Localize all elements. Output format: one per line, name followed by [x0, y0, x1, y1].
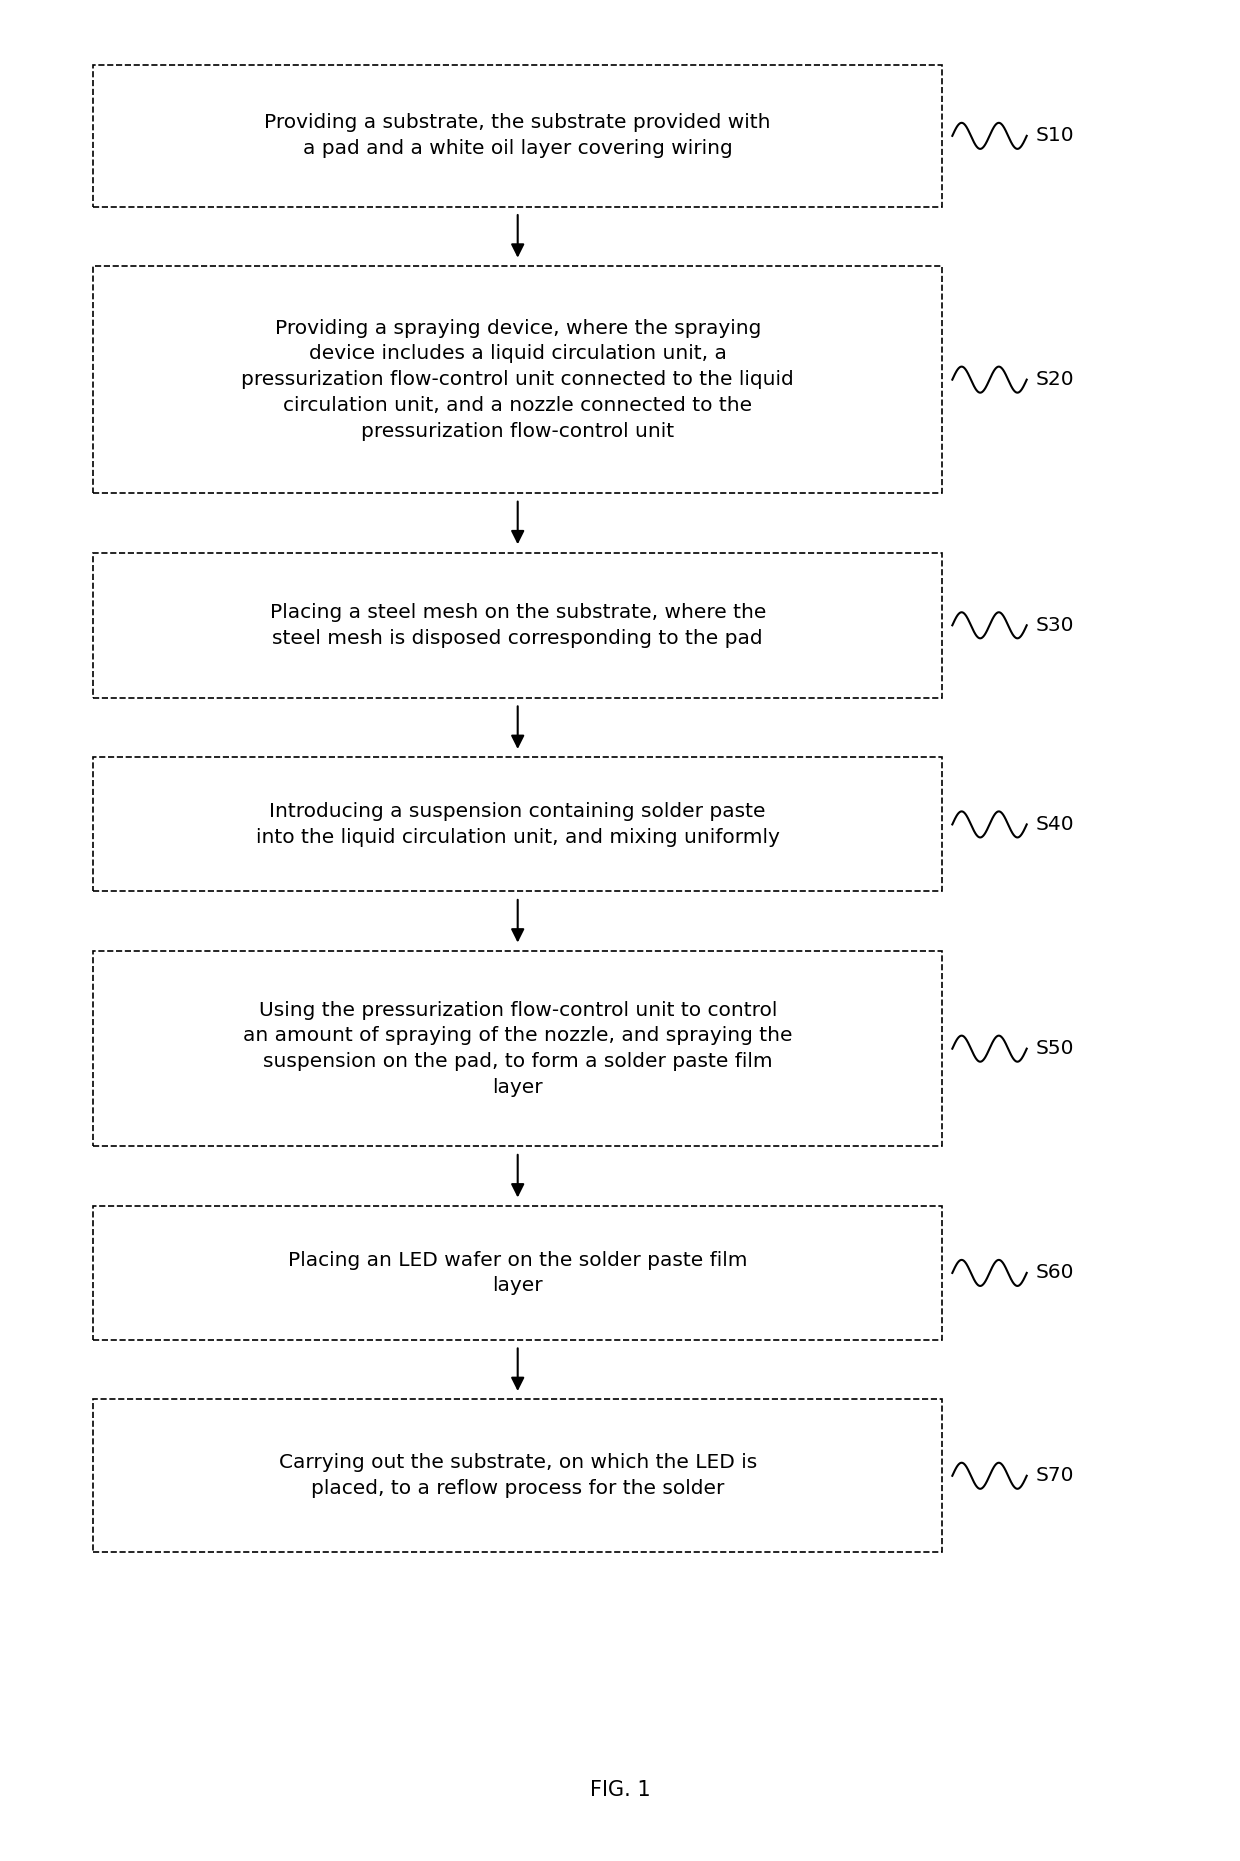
Text: Placing a steel mesh on the substrate, where the
steel mesh is disposed correspo: Placing a steel mesh on the substrate, w…	[269, 603, 766, 648]
Text: S70: S70	[1035, 1466, 1074, 1485]
Bar	[93, 65, 942, 207]
Text: S10: S10	[1035, 127, 1074, 145]
Text: Providing a spraying device, where the spraying
device includes a liquid circula: Providing a spraying device, where the s…	[242, 318, 794, 441]
Bar	[93, 951, 942, 1146]
Text: Carrying out the substrate, on which the LED is
placed, to a reflow process for : Carrying out the substrate, on which the…	[279, 1453, 756, 1498]
Bar	[93, 266, 942, 493]
Text: S40: S40	[1035, 815, 1074, 834]
Bar	[93, 553, 942, 698]
Bar	[93, 1206, 942, 1340]
Text: S50: S50	[1035, 1038, 1074, 1059]
Text: Introducing a suspension containing solder paste
into the liquid circulation uni: Introducing a suspension containing sold…	[255, 802, 780, 847]
Bar	[93, 1399, 942, 1552]
Text: S30: S30	[1035, 616, 1074, 635]
Bar	[93, 757, 942, 891]
Text: Providing a substrate, the substrate provided with
a pad and a white oil layer c: Providing a substrate, the substrate pro…	[264, 114, 771, 158]
Text: FIG. 1: FIG. 1	[590, 1781, 650, 1800]
Text: Using the pressurization flow-control unit to control
an amount of spraying of t: Using the pressurization flow-control un…	[243, 1001, 792, 1096]
Text: Placing an LED wafer on the solder paste film
layer: Placing an LED wafer on the solder paste…	[288, 1251, 748, 1295]
Text: S60: S60	[1035, 1264, 1074, 1282]
Text: S20: S20	[1035, 370, 1074, 389]
